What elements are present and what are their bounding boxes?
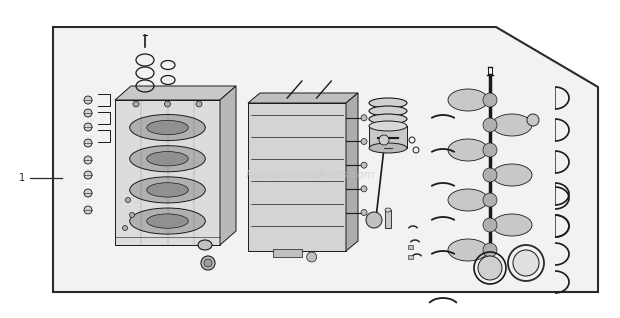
Ellipse shape: [492, 114, 532, 136]
Ellipse shape: [369, 121, 407, 131]
Ellipse shape: [147, 214, 188, 228]
Ellipse shape: [369, 106, 407, 116]
Circle shape: [361, 115, 367, 121]
Circle shape: [123, 225, 128, 231]
Circle shape: [125, 197, 130, 203]
Bar: [385, 210, 391, 228]
Circle shape: [361, 186, 367, 192]
Ellipse shape: [448, 189, 488, 211]
Circle shape: [366, 212, 382, 228]
Circle shape: [84, 123, 92, 131]
Ellipse shape: [369, 114, 407, 124]
Polygon shape: [115, 86, 236, 100]
Ellipse shape: [198, 240, 212, 250]
Ellipse shape: [448, 89, 488, 111]
Ellipse shape: [130, 114, 205, 141]
Ellipse shape: [385, 208, 391, 212]
Polygon shape: [346, 93, 358, 251]
Ellipse shape: [147, 183, 188, 197]
Circle shape: [379, 135, 389, 145]
Circle shape: [84, 171, 92, 179]
Ellipse shape: [130, 208, 205, 234]
Circle shape: [84, 109, 92, 117]
Circle shape: [483, 93, 497, 107]
Circle shape: [84, 189, 92, 197]
Circle shape: [527, 114, 539, 126]
Polygon shape: [248, 93, 358, 103]
Ellipse shape: [130, 177, 205, 203]
Circle shape: [483, 193, 497, 207]
Circle shape: [483, 243, 497, 257]
Bar: [273, 249, 302, 257]
Ellipse shape: [147, 121, 188, 135]
Circle shape: [84, 139, 92, 147]
Circle shape: [196, 101, 202, 107]
Ellipse shape: [492, 214, 532, 236]
Polygon shape: [220, 86, 236, 245]
Circle shape: [84, 156, 92, 164]
Ellipse shape: [448, 139, 488, 161]
Circle shape: [130, 212, 135, 218]
Circle shape: [483, 143, 497, 157]
Circle shape: [201, 256, 215, 270]
Ellipse shape: [492, 164, 532, 186]
Circle shape: [133, 101, 139, 107]
Polygon shape: [53, 27, 598, 292]
Circle shape: [84, 96, 92, 104]
Ellipse shape: [369, 143, 407, 153]
Circle shape: [361, 162, 367, 168]
Ellipse shape: [448, 239, 488, 261]
Text: ReplacementParts.com: ReplacementParts.com: [246, 170, 374, 180]
Ellipse shape: [147, 152, 188, 166]
Bar: [248, 103, 346, 251]
Circle shape: [164, 101, 171, 107]
Ellipse shape: [369, 98, 407, 108]
Ellipse shape: [130, 146, 205, 172]
Circle shape: [478, 256, 502, 280]
Circle shape: [204, 259, 212, 267]
Bar: [408, 245, 413, 249]
Circle shape: [483, 218, 497, 232]
Bar: [369, 126, 407, 148]
Circle shape: [307, 252, 317, 262]
Circle shape: [361, 138, 367, 144]
Circle shape: [513, 250, 539, 276]
Bar: [115, 100, 220, 245]
Circle shape: [483, 168, 497, 182]
Circle shape: [361, 210, 367, 216]
Circle shape: [483, 118, 497, 132]
Text: 1: 1: [19, 173, 25, 183]
Bar: [408, 255, 413, 259]
Circle shape: [84, 206, 92, 214]
